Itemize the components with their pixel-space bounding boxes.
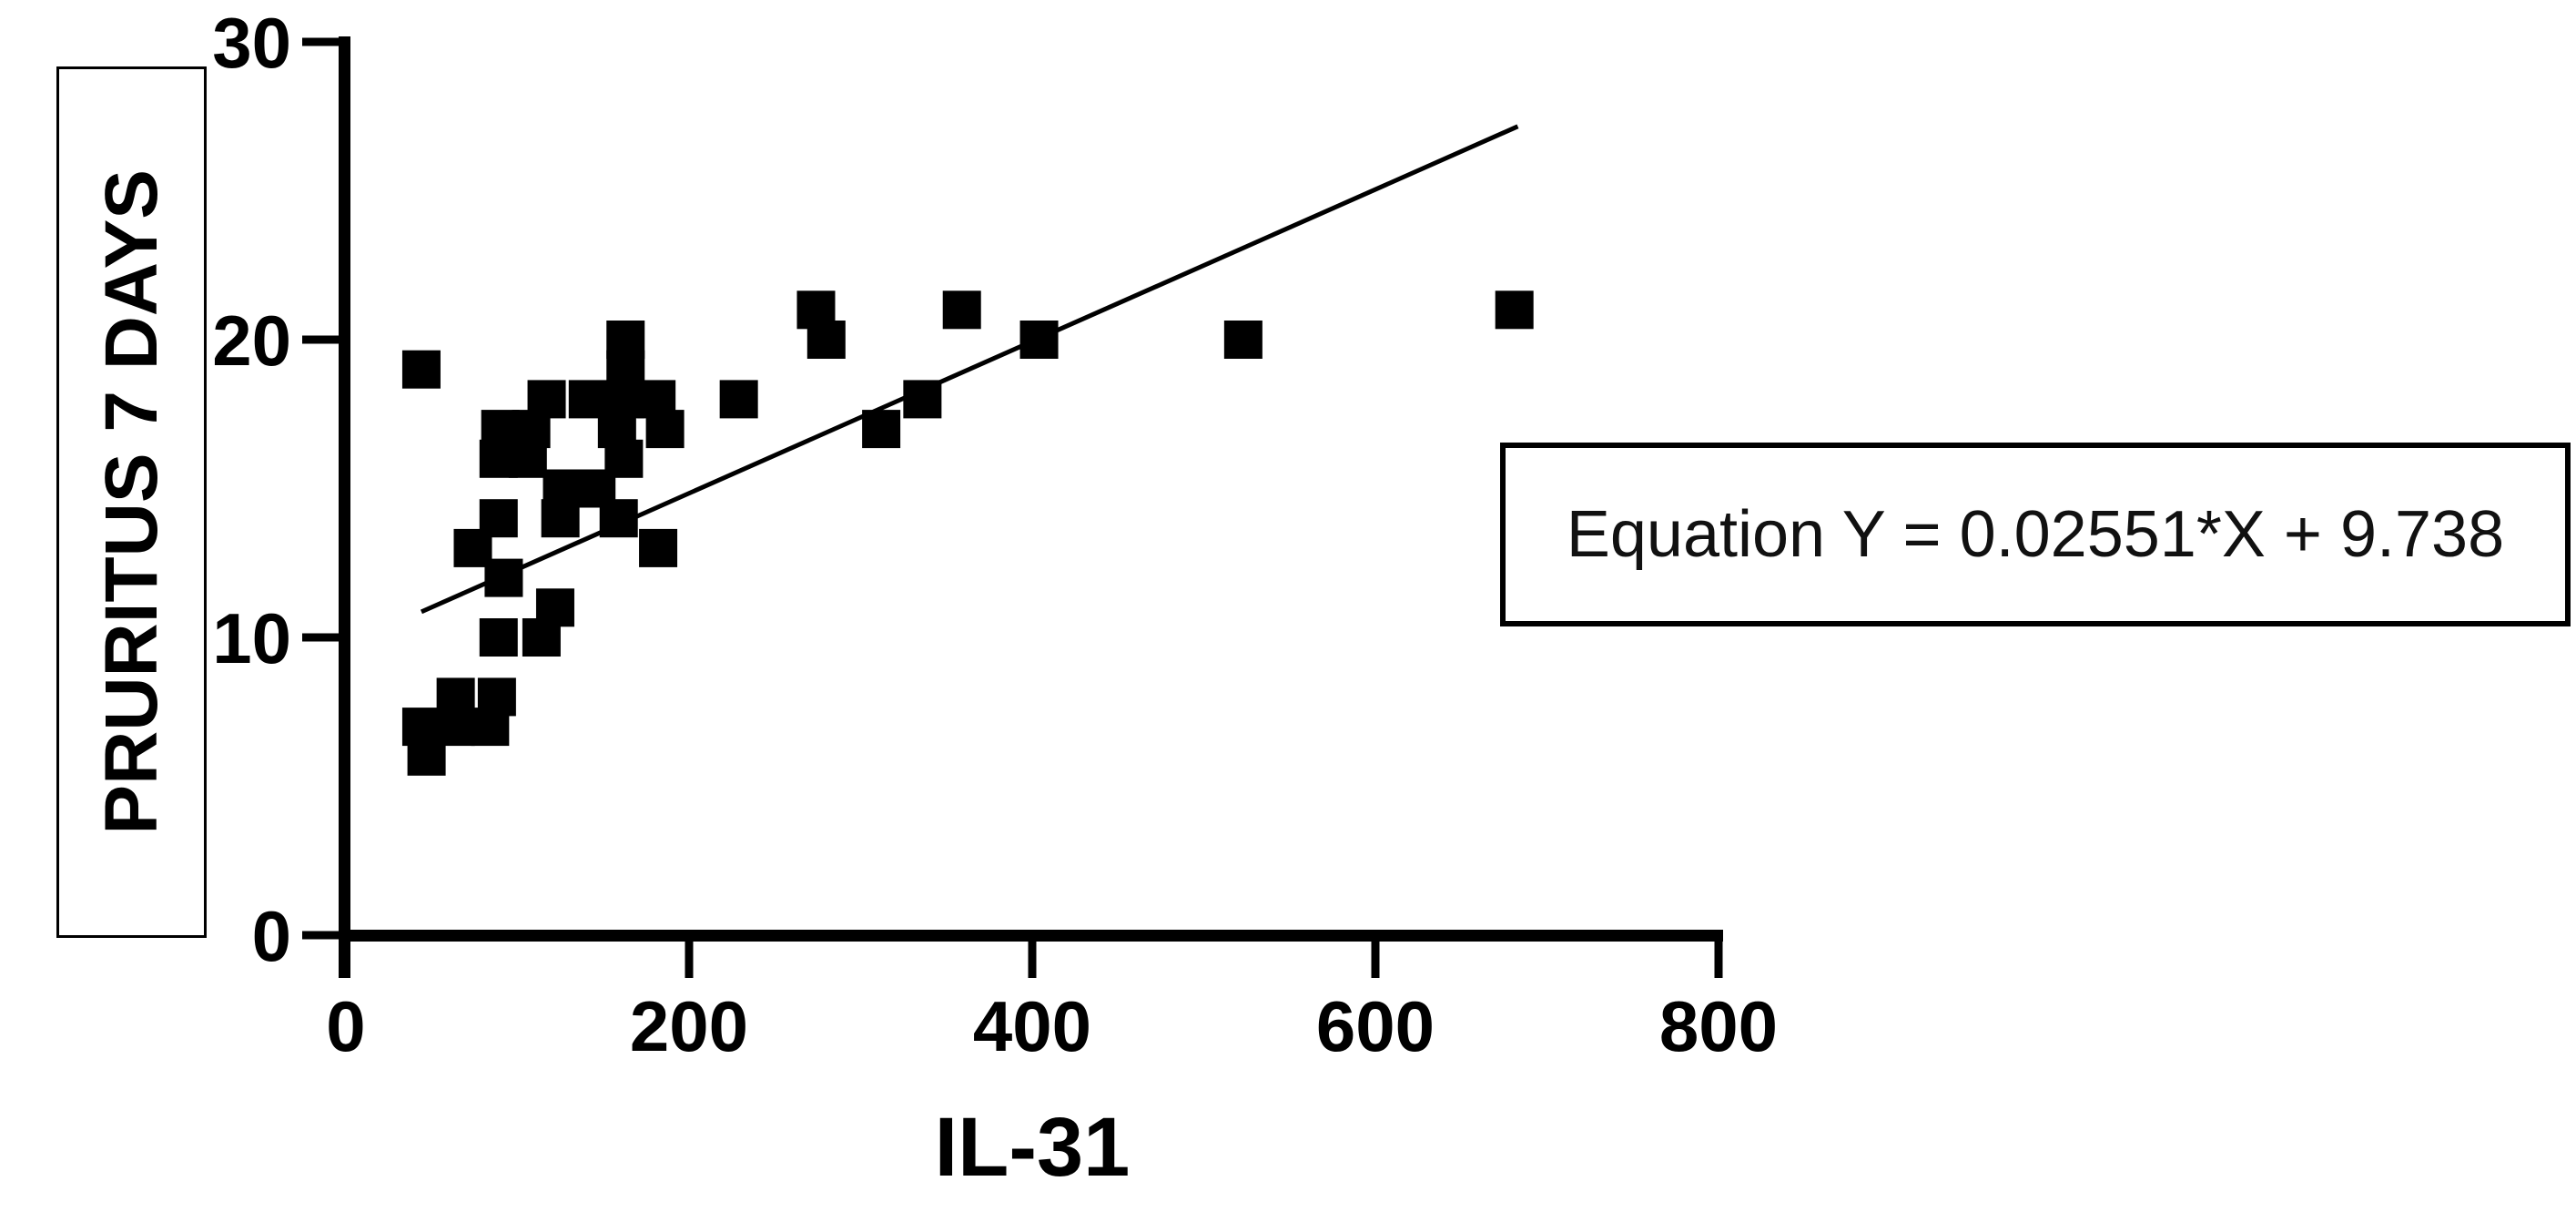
data-point-marker <box>903 380 942 419</box>
x-tick <box>1028 942 1037 978</box>
y-tick <box>302 633 339 642</box>
data-point-marker <box>1495 290 1534 330</box>
y-tick <box>302 335 339 344</box>
data-point-marker <box>508 439 547 478</box>
equation-box: Equation Y = 0.02551*X + 9.738 <box>1500 443 2571 626</box>
data-point-marker <box>862 410 901 449</box>
data-point-marker <box>541 499 580 538</box>
data-point-marker <box>1019 321 1059 359</box>
x-tick-label: 0 <box>326 986 365 1066</box>
y-tick-label: 10 <box>212 598 291 678</box>
data-point-marker <box>942 290 981 330</box>
x-tick <box>685 942 694 978</box>
data-point-marker <box>806 321 846 359</box>
y-tick-label: 30 <box>212 3 291 83</box>
data-point-marker <box>645 410 685 449</box>
data-point-marker <box>599 499 638 538</box>
y-axis-line <box>339 36 350 978</box>
y-tick-label: 20 <box>212 300 291 381</box>
data-point-marker <box>471 708 510 747</box>
y-tick <box>302 37 339 46</box>
data-point-marker <box>484 558 523 597</box>
data-point-marker <box>479 618 518 657</box>
data-point-marker <box>401 350 441 389</box>
regression-line <box>420 124 1519 615</box>
x-tick <box>1371 942 1380 978</box>
x-tick-label: 200 <box>630 986 748 1066</box>
data-point-marker <box>522 618 561 657</box>
y-tick-label: 0 <box>252 896 291 976</box>
data-point-marker <box>719 380 758 419</box>
y-axis-label-box: PRURITUS 7 DAYS <box>56 66 207 938</box>
data-point-marker <box>407 737 446 776</box>
y-tick <box>302 931 339 940</box>
x-tick <box>341 942 350 978</box>
x-tick-label: 800 <box>1659 986 1778 1066</box>
x-tick-label: 600 <box>1316 986 1435 1066</box>
x-tick-label: 400 <box>973 986 1091 1066</box>
y-axis-title: PRURITUS 7 DAYS <box>89 169 173 835</box>
x-axis-title: IL-31 <box>934 1101 1131 1194</box>
data-point-marker <box>639 528 678 567</box>
data-point-marker <box>1223 321 1263 359</box>
equation-text: Equation Y = 0.02551*X + 9.738 <box>1566 498 2505 571</box>
x-tick <box>1714 942 1723 978</box>
x-axis-line <box>339 930 1723 942</box>
